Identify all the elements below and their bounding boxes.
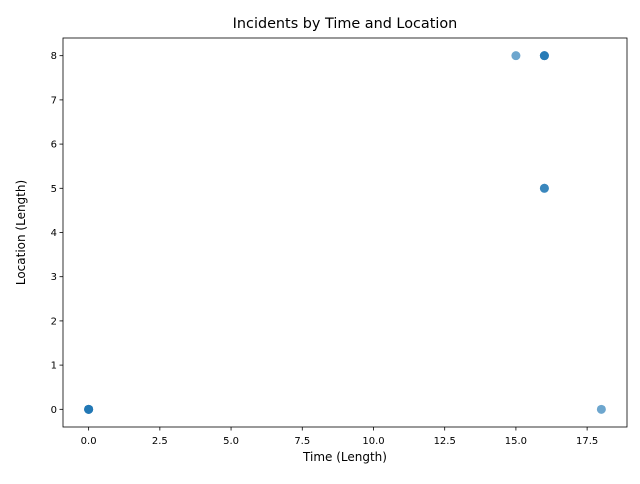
x-tick-label: 0.0: [81, 436, 97, 447]
y-tick-label: 3: [51, 272, 57, 283]
x-axis-label: Time (Length): [302, 450, 387, 464]
y-tick-label: 7: [51, 95, 57, 106]
x-tick-label: 2.5: [152, 436, 168, 447]
y-tick-label: 0: [51, 405, 57, 416]
y-tick-label: 8: [51, 51, 57, 62]
y-tick-label: 2: [51, 316, 57, 327]
plot-frame: [62, 37, 628, 428]
x-tick-label: 15.0: [505, 436, 527, 447]
y-tick-label: 6: [51, 140, 57, 151]
x-tick-label: 10.0: [362, 436, 384, 447]
y-axis-ticks: 0 1 2 3 4 5 6 7 8: [51, 51, 63, 416]
x-tick-label: 5.0: [223, 436, 239, 447]
x-axis-ticks: 0.0 2.5 5.0 7.5 10.0 12.5 15.0 17.5: [81, 427, 598, 447]
y-axis-label: Location (Length): [14, 180, 28, 285]
x-tick-label: 7.5: [294, 436, 310, 447]
x-tick-label: 12.5: [434, 436, 456, 447]
x-tick-label: 17.5: [576, 436, 598, 447]
chart-title: Incidents by Time and Location: [233, 16, 458, 32]
scatter-point: [511, 51, 521, 61]
scatter-point: [596, 404, 606, 414]
y-tick-label: 4: [51, 228, 57, 239]
y-tick-label: 5: [51, 184, 57, 195]
scatter-point: [539, 51, 549, 61]
y-tick-label: 1: [51, 361, 57, 372]
scatter-point: [84, 404, 94, 414]
plot-points: [84, 51, 606, 414]
scatter-point: [539, 183, 549, 193]
